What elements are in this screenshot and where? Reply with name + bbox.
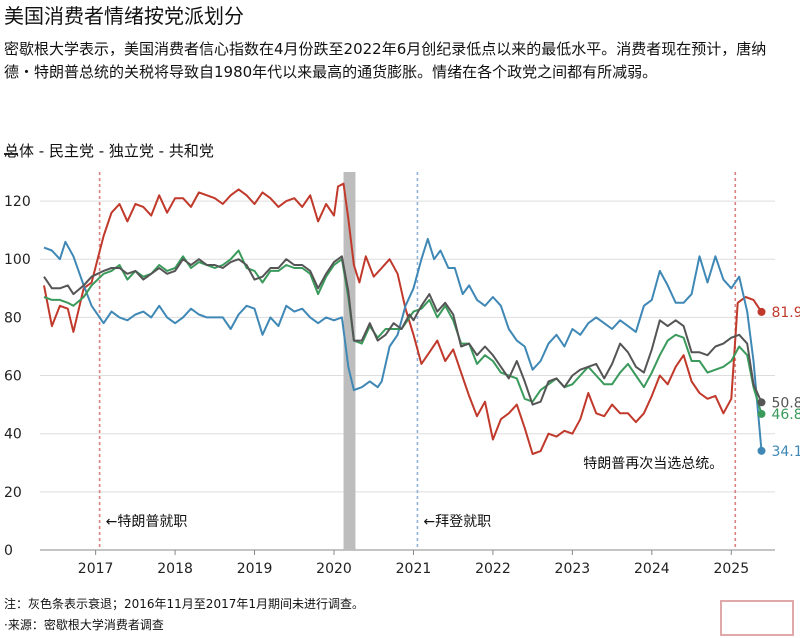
series-line-republican: [43, 182, 763, 455]
x-tick-label: 2021: [396, 561, 432, 577]
end-point-independent: [757, 409, 766, 418]
end-point-democrat: [757, 446, 766, 455]
event-label: ←拜登就职: [423, 514, 491, 530]
x-tick-label: 2024: [634, 561, 670, 577]
chart-note: 注：灰色条表示衰退；2016年11月至2017年1月期间未进行调查。: [4, 597, 364, 611]
end-label-republican: 81.9: [771, 305, 800, 321]
recession-bar: [343, 172, 356, 550]
y-tick-label: 40: [4, 427, 22, 443]
sentiment-chart: ←特朗普就职 ←拜登就职 特朗普再次当选总统。 81.9 34.1 46.850.8 0…: [4, 172, 800, 577]
x-tick-label: 2022: [475, 561, 511, 577]
page-title: 美国消费者情绪按党派划分: [4, 4, 244, 28]
x-tick-label: 2020: [316, 561, 352, 577]
y-tick-label: 120: [4, 194, 31, 210]
y-tick-label: 80: [4, 310, 22, 326]
chart-legend: 总体 - 民主党 - 独立党 - 共和党: [4, 142, 214, 160]
series-line-democrat: [43, 237, 763, 451]
chart-source: ·来源：密歇根大学消费者调查: [4, 618, 164, 632]
x-tick-label: 2019: [237, 561, 273, 577]
y-tick-label: 0: [4, 543, 13, 559]
x-tick-label: 2023: [555, 561, 591, 577]
event-label: 特朗普再次当选总统。: [583, 456, 723, 472]
axis-labels: 0 20 40 60 80 100 120 2017 2018 2019 2020 2021 2022 2…: [4, 194, 749, 577]
event-label: ←特朗普就职: [106, 514, 188, 530]
x-tick-label: 2017: [78, 561, 114, 577]
series-lines: 81.9 34.1 46.850.8: [43, 182, 800, 460]
end-label-overall: 50.8: [771, 395, 800, 411]
end-label-democrat: 34.1: [771, 444, 800, 460]
grid: [40, 200, 775, 551]
watermark-stamp: [720, 600, 794, 636]
x-tick-label: 2025: [713, 561, 749, 577]
x-tick-label: 2018: [157, 561, 193, 577]
y-tick-label: 60: [4, 369, 22, 385]
y-tick-label: 20: [4, 485, 22, 501]
end-point-overall: [757, 398, 766, 407]
series-line-overall: [43, 255, 763, 406]
y-tick-label: 100: [4, 252, 31, 268]
end-label-independent: 46.8: [771, 407, 800, 423]
event-lines: ←特朗普就职 ←拜登就职 特朗普再次当选总统。: [98, 172, 737, 550]
end-point-republican: [757, 307, 766, 316]
legend-marker: [4, 153, 18, 155]
page-subtitle: 密歇根大学表示，美国消费者信心指数在4月份跌至2022年6月创纪录低点以来的最低…: [4, 40, 767, 81]
recession-band: [343, 172, 356, 550]
